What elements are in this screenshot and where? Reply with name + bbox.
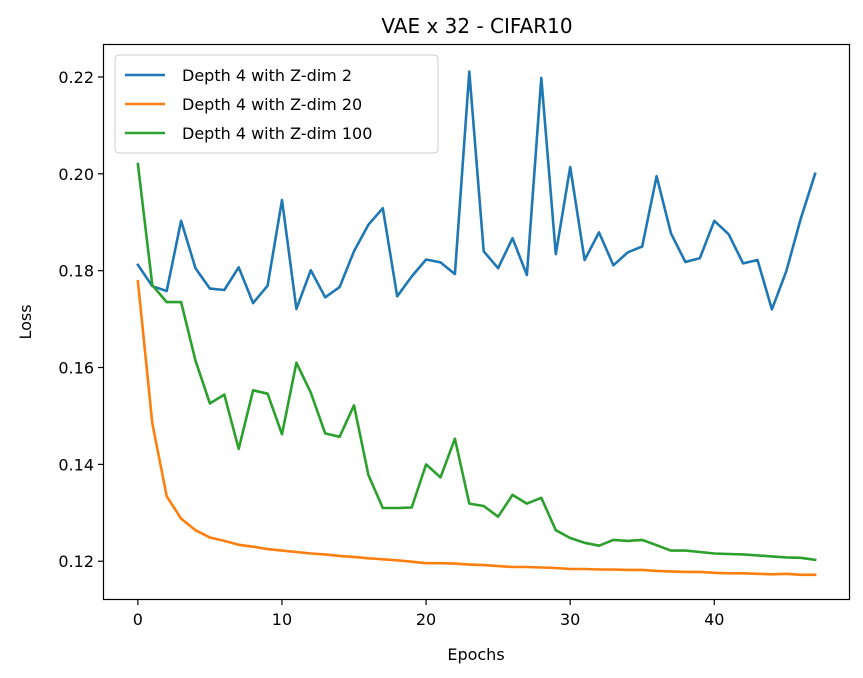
y-axis-label: Loss xyxy=(16,304,35,339)
x-tick-label: 10 xyxy=(272,610,292,629)
plot-frame xyxy=(102,43,851,601)
x-axis-label: Epochs xyxy=(447,645,504,664)
series-line-1 xyxy=(136,70,817,311)
legend-label: Depth 4 with Z-dim 20 xyxy=(182,95,362,114)
series-line-2 xyxy=(136,279,817,577)
legend: Depth 4 with Z-dim 2 Depth 4 with Z-dim 2… xyxy=(114,54,439,154)
legend-label: Depth 4 with Z-dim 2 xyxy=(182,66,352,85)
x-tick-label: 30 xyxy=(560,610,580,629)
legend-label: Depth 4 with Z-dim 100 xyxy=(182,124,372,143)
x-tick-label: 20 xyxy=(416,610,436,629)
y-tick-label: 0.16 xyxy=(58,359,94,378)
x-axis-ticks: 0 10 20 30 40 xyxy=(133,599,724,629)
y-tick-label: 0.18 xyxy=(58,262,94,281)
series-layer xyxy=(136,70,817,577)
x-tick-label: 40 xyxy=(704,610,724,629)
series-line-3 xyxy=(136,162,817,562)
y-tick-label: 0.22 xyxy=(58,68,94,87)
y-tick-label: 0.14 xyxy=(58,455,94,474)
y-axis-ticks: 0.12 0.14 0.16 0.18 0.20 0.22 xyxy=(58,68,104,571)
legend-box xyxy=(114,54,439,154)
x-tick-label: 0 xyxy=(133,610,143,629)
y-tick-label: 0.12 xyxy=(58,552,94,571)
y-tick-label: 0.20 xyxy=(58,165,94,184)
chart-title: VAE x 32 - CIFAR10 xyxy=(381,14,572,38)
